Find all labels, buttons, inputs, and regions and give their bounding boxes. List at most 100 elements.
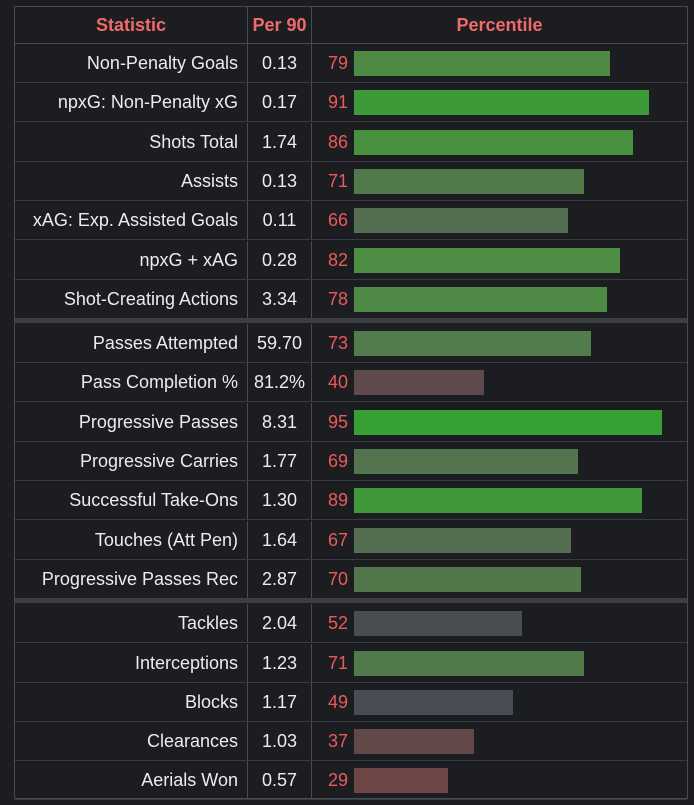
section-divider [15,318,687,324]
per90-value: 3.34 [247,279,311,318]
percentile-bar [354,129,633,155]
stat-label: Shots Total [149,131,238,152]
percentile-value: 91 [328,92,349,113]
percentile-cell: 78 [311,279,687,318]
percentile-bar [354,488,642,514]
percentile-cell: 95 [311,402,687,441]
stat-label: npxG: Non-Penalty xG [57,92,238,113]
header-statistic[interactable]: Statistic [95,14,167,35]
table-row: xAG: Exp. Assisted Goals 0.11 66 [15,201,687,241]
percentile-bar [354,208,568,234]
stat-label: xAG: Exp. Assisted Goals [32,210,238,231]
table-row: Progressive Passes 8.31 95 [15,402,687,442]
percentile-value: 52 [328,613,349,634]
table-row: Tackles 2.04 52 [15,604,687,644]
stat-label: Successful Take-Ons [69,490,238,511]
percentile-value: 69 [328,451,349,471]
percentile-bar [354,247,620,273]
percentile-bar [354,689,513,715]
table-row: Assists 0.13 71 [15,161,687,201]
per90-value: 1.64 [247,520,311,559]
stat-label: Passes Attempted [92,333,238,354]
percentile-cell: 29 [311,761,687,800]
percentile-bar [354,527,571,553]
percentile-value: 29 [328,770,349,791]
percentile-value: 89 [328,490,349,511]
stat-label: Blocks [184,691,238,712]
stat-label: Touches (Att Pen) [94,529,238,550]
percentile-cell: 91 [311,83,687,122]
table-row: Aerials Won 0.57 29 [15,761,687,801]
percentile-value: 79 [328,53,349,73]
per90-value: 1.03 [247,722,311,761]
per90-value: 1.77 [247,442,311,480]
stat-label: Progressive Passes Rec [41,568,238,589]
percentile-bar [354,370,484,396]
table-row: Successful Take-Ons 1.30 89 [15,481,687,521]
per90-value: 0.11 [247,201,311,240]
stat-label: Interceptions [134,652,238,673]
percentile-cell: 89 [311,481,687,520]
percentile-bar [354,729,474,755]
table-row: Progressive Carries 1.77 69 [15,442,687,481]
percentile-value: 66 [328,210,349,231]
table-row: Non-Penalty Goals 0.13 79 [15,44,687,83]
percentile-value: 71 [328,652,349,673]
header-per90[interactable]: Per 90 [247,7,311,43]
percentile-value: 40 [328,372,349,393]
table-header: Statistic Per 90 Percentile [15,7,687,44]
per90-value: 8.31 [247,402,311,441]
percentile-bar [354,168,584,194]
percentile-cell: 67 [311,520,687,559]
per90-value: 1.17 [247,682,311,721]
per90-value: 1.74 [247,122,311,161]
stat-label: Progressive Passes [78,411,238,432]
percentile-bar [354,449,578,474]
stat-label: Progressive Carries [79,451,238,471]
percentile-cell: 79 [311,44,687,82]
per90-value: 2.04 [247,604,311,643]
table-row: Clearances 1.03 37 [15,722,687,762]
per90-value: 0.13 [247,44,311,82]
per90-value: 81.2% [247,363,311,402]
per90-value: 1.30 [247,481,311,520]
percentile-bar [354,566,581,592]
table-row: npxG: Non-Penalty xG 0.17 91 [15,83,687,123]
percentile-value: 78 [328,288,349,309]
table-row: npxG + xAG 0.28 82 [15,240,687,280]
percentile-cell: 86 [311,122,687,161]
per90-value: 1.23 [247,643,311,682]
per90-value: 0.13 [247,161,311,200]
section-divider [15,598,687,604]
percentile-cell: 70 [311,559,687,598]
percentile-value: 73 [328,333,349,354]
percentile-bar [354,611,522,637]
percentile-cell: 82 [311,240,687,279]
percentile-cell: 69 [311,442,687,480]
percentile-bar [354,409,662,435]
percentile-cell: 71 [311,161,687,200]
header-percentile[interactable]: Percentile [311,7,687,43]
stat-label: Tackles [177,613,238,634]
percentile-bar [354,286,607,312]
per90-value: 0.17 [247,83,311,122]
percentile-value: 95 [328,411,349,432]
percentile-cell: 52 [311,604,687,643]
stat-label: Shot-Creating Actions [63,288,238,309]
stat-label: npxG + xAG [139,249,238,270]
table-row: Passes Attempted 59.70 73 [15,324,687,364]
table-row: Blocks 1.17 49 [15,682,687,722]
percentile-cell: 37 [311,722,687,761]
stat-label: Clearances [146,731,238,752]
percentile-value: 71 [328,170,349,191]
percentile-value: 82 [328,249,349,270]
percentile-cell: 71 [311,643,687,682]
percentile-value: 37 [328,731,349,752]
percentile-table: Statistic Per 90 Percentile Non-Penalty … [14,6,688,801]
per90-value: 2.87 [247,559,311,598]
stat-label: Pass Completion % [80,372,238,393]
percentile-cell: 73 [311,324,687,363]
percentile-cell: 49 [311,682,687,721]
table-row: Shot-Creating Actions 3.34 78 [15,279,687,319]
per90-value: 59.70 [247,324,311,363]
